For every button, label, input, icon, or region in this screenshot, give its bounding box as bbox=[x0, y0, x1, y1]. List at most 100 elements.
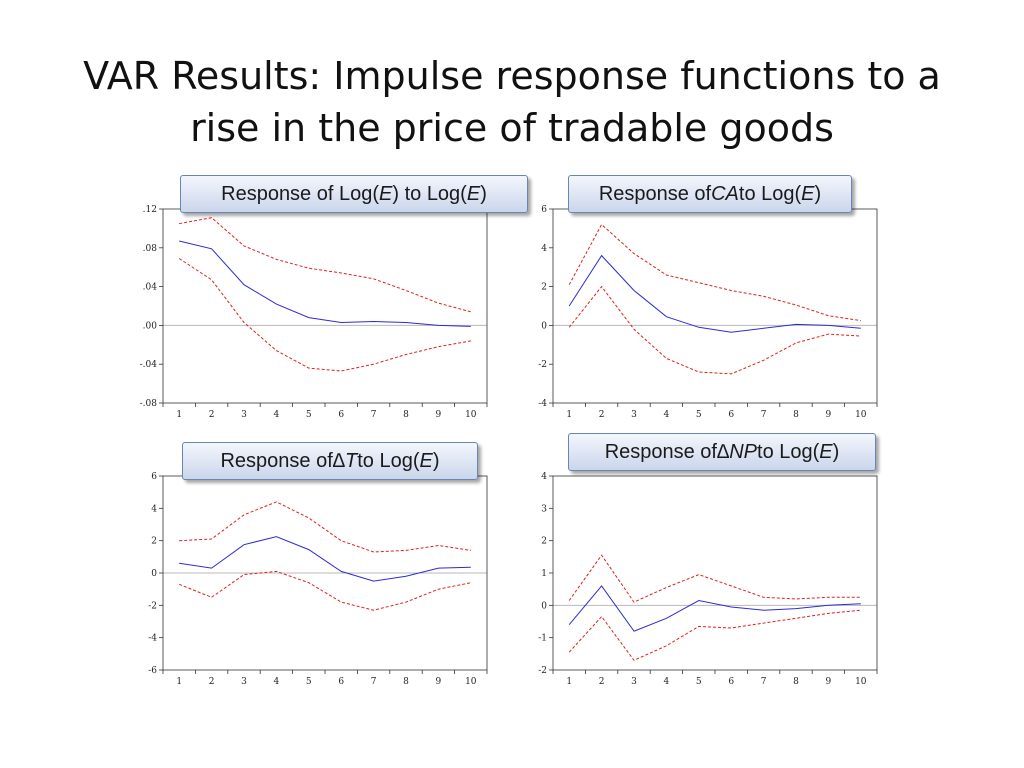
chart-label-delta-np: Response of ∆NP to Log(E) bbox=[568, 433, 876, 471]
y-tick-label: .08 bbox=[143, 244, 158, 254]
label-text: ) bbox=[432, 449, 440, 472]
response-line bbox=[179, 536, 471, 582]
x-tick-label: 5 bbox=[306, 410, 312, 420]
x-tick-label: 3 bbox=[631, 410, 637, 420]
lower-band-line bbox=[178, 258, 471, 372]
upper-band-line bbox=[179, 217, 471, 313]
y-tick-label: -2 bbox=[538, 360, 547, 370]
chart-log-e: -.08 -.04 .00 .04 .08 .12 1 2 3 4 5 6 7 8 9 10 bbox=[140, 205, 488, 420]
label-variable: E bbox=[819, 440, 833, 463]
label-variable: ∆T bbox=[332, 449, 358, 472]
y-tick-label: 4 bbox=[541, 472, 547, 482]
x-tick-label: 9 bbox=[826, 410, 832, 420]
y-tick-label: -2 bbox=[538, 666, 547, 676]
y-tick-label: -4 bbox=[148, 634, 157, 644]
y-tick-label: .00 bbox=[143, 321, 158, 331]
label-text: ) bbox=[814, 182, 822, 205]
x-tick-label: 9 bbox=[436, 410, 442, 420]
x-tick-label: 4 bbox=[274, 410, 280, 420]
response-line bbox=[568, 254, 861, 333]
chart-delta-t: -6 -4 -2 0 2 4 6 1 2 3 4 5 6 7 8 9 10 bbox=[148, 472, 488, 687]
slide-title-line-1: VAR Results: Impulse response functions … bbox=[83, 54, 941, 98]
x-tick-label: 3 bbox=[241, 677, 247, 687]
label-text: ) bbox=[480, 182, 487, 205]
label-variable: E bbox=[466, 182, 481, 205]
x-tick-label: 2 bbox=[209, 410, 215, 420]
y-tick-label: -.04 bbox=[140, 360, 158, 370]
y-tick-label: 0 bbox=[541, 601, 547, 611]
response-line bbox=[179, 240, 471, 327]
y-tick-label: 2 bbox=[541, 283, 547, 293]
x-tick-label: 6 bbox=[338, 410, 344, 420]
y-tick-label: 3 bbox=[541, 504, 547, 514]
y-tick-label: 0 bbox=[151, 569, 157, 579]
y-tick-label: -1 bbox=[538, 634, 547, 644]
y-tick-label: .04 bbox=[143, 283, 158, 293]
label-variable: ∆NP bbox=[716, 440, 758, 463]
x-tick-label: 9 bbox=[436, 677, 442, 687]
x-tick-label: 9 bbox=[826, 677, 832, 687]
label-variable: E bbox=[419, 449, 433, 472]
y-tick-label: 2 bbox=[151, 537, 157, 547]
lower-band-line bbox=[179, 570, 471, 611]
label-text: Response of Log( bbox=[221, 182, 380, 205]
label-variable: E bbox=[379, 182, 393, 205]
x-tick-label: 2 bbox=[599, 677, 605, 687]
y-tick-label: 4 bbox=[541, 244, 547, 254]
x-tick-label: 4 bbox=[274, 677, 280, 687]
label-text: ) to Log( bbox=[392, 182, 467, 205]
x-tick-label: 10 bbox=[465, 410, 477, 420]
x-tick-label: 2 bbox=[599, 410, 605, 420]
x-tick-label: 10 bbox=[855, 677, 867, 687]
x-tick-label: 4 bbox=[664, 410, 670, 420]
slide-title-line-2: rise in the price of tradable goods bbox=[190, 106, 834, 150]
chart-label-log-e: Response of Log(E) to Log(E) bbox=[180, 175, 528, 213]
x-tick-label: 6 bbox=[728, 677, 734, 687]
lower-band-line bbox=[568, 609, 861, 661]
x-tick-label: 1 bbox=[566, 677, 572, 687]
plot-frame bbox=[552, 208, 878, 404]
x-tick-label: 5 bbox=[696, 677, 702, 687]
x-tick-label: 5 bbox=[696, 410, 702, 420]
y-tick-label: 6 bbox=[151, 472, 157, 482]
x-tick-label: 8 bbox=[403, 677, 409, 687]
x-tick-label: 1 bbox=[176, 410, 182, 420]
y-tick-label: 4 bbox=[151, 504, 157, 514]
y-tick-label: -6 bbox=[148, 666, 157, 676]
x-tick-label: 1 bbox=[566, 410, 572, 420]
plot-frame bbox=[552, 475, 878, 671]
lower-band-line bbox=[568, 285, 861, 375]
y-tick-label: -4 bbox=[538, 399, 547, 409]
chart-delta-np: -2 -1 0 1 2 3 4 1 2 3 4 5 6 7 8 9 10 bbox=[538, 472, 878, 687]
upper-band-line bbox=[179, 501, 471, 553]
y-tick-label: 2 bbox=[541, 537, 547, 547]
plot-frame bbox=[162, 208, 488, 404]
x-tick-label: 6 bbox=[338, 677, 344, 687]
x-tick-label: 5 bbox=[306, 677, 312, 687]
x-tick-label: 7 bbox=[761, 677, 767, 687]
y-tick-label: 0 bbox=[541, 321, 547, 331]
y-tick-label: 1 bbox=[541, 569, 547, 579]
response-line bbox=[568, 585, 861, 632]
x-tick-label: 6 bbox=[728, 410, 734, 420]
x-tick-label: 8 bbox=[403, 410, 409, 420]
x-tick-label: 7 bbox=[761, 410, 767, 420]
x-tick-label: 3 bbox=[241, 410, 247, 420]
x-tick-label: 3 bbox=[631, 677, 637, 687]
label-variable: E bbox=[801, 182, 815, 205]
chart-label-ca: Response of CA to Log(E) bbox=[568, 175, 852, 213]
y-tick-label: 6 bbox=[541, 205, 547, 215]
label-text: to Log( bbox=[357, 449, 420, 472]
y-tick-label: -.08 bbox=[140, 399, 158, 409]
slide-title: VAR Results: Impulse response functions … bbox=[40, 50, 984, 154]
x-tick-label: 1 bbox=[176, 677, 182, 687]
x-tick-label: 10 bbox=[855, 410, 867, 420]
x-tick-label: 4 bbox=[664, 677, 670, 687]
x-tick-label: 2 bbox=[209, 677, 215, 687]
label-variable: CA bbox=[711, 182, 739, 205]
label-text: Response of bbox=[598, 182, 712, 205]
chart-label-delta-t: Response of ∆T to Log(E) bbox=[182, 442, 478, 480]
chart-ca: -4 -2 0 2 4 6 1 2 3 4 5 6 7 8 9 10 bbox=[538, 205, 878, 420]
label-text: to Log( bbox=[738, 182, 802, 205]
